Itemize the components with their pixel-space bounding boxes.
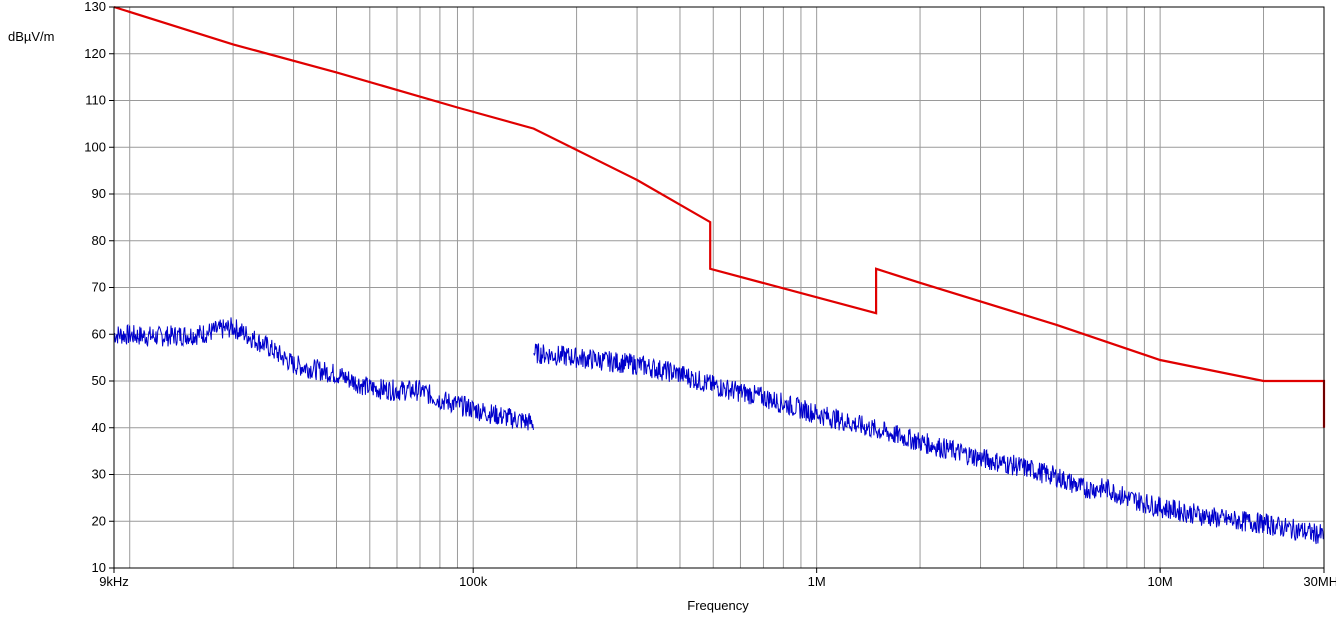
y-tick-label: 110 xyxy=(85,93,106,108)
y-tick-label: 70 xyxy=(92,280,106,295)
y-tick-label: 100 xyxy=(84,139,106,154)
x-tick-label: 100k xyxy=(459,574,488,589)
x-tick-label: 10M xyxy=(1147,574,1172,589)
y-tick-label: 20 xyxy=(92,513,106,528)
y-tick-label: 120 xyxy=(84,46,106,61)
x-tick-label: 1M xyxy=(808,574,826,589)
x-tick-label: 30MHz xyxy=(1303,574,1336,589)
y-tick-label: 80 xyxy=(92,233,106,248)
x-tick-label: 9kHz xyxy=(99,574,129,589)
y-tick-label: 60 xyxy=(92,326,106,341)
y-axis-ticks: 10 20 30 40 50 60 70 80 90 100 110 120 130 xyxy=(84,0,114,575)
x-axis-ticks: 9kHz 100k 1M 10M 30MHz xyxy=(99,568,1336,589)
y-tick-label: 130 xyxy=(84,0,106,14)
y-tick-label: 10 xyxy=(92,560,106,575)
x-axis-title: Frequency xyxy=(687,598,749,613)
y-tick-label: 90 xyxy=(92,186,106,201)
y-tick-label: 40 xyxy=(92,420,106,435)
y-tick-label: 30 xyxy=(92,467,106,482)
y-axis-title: dBµV/m xyxy=(8,29,55,44)
y-tick-label: 50 xyxy=(92,373,106,388)
